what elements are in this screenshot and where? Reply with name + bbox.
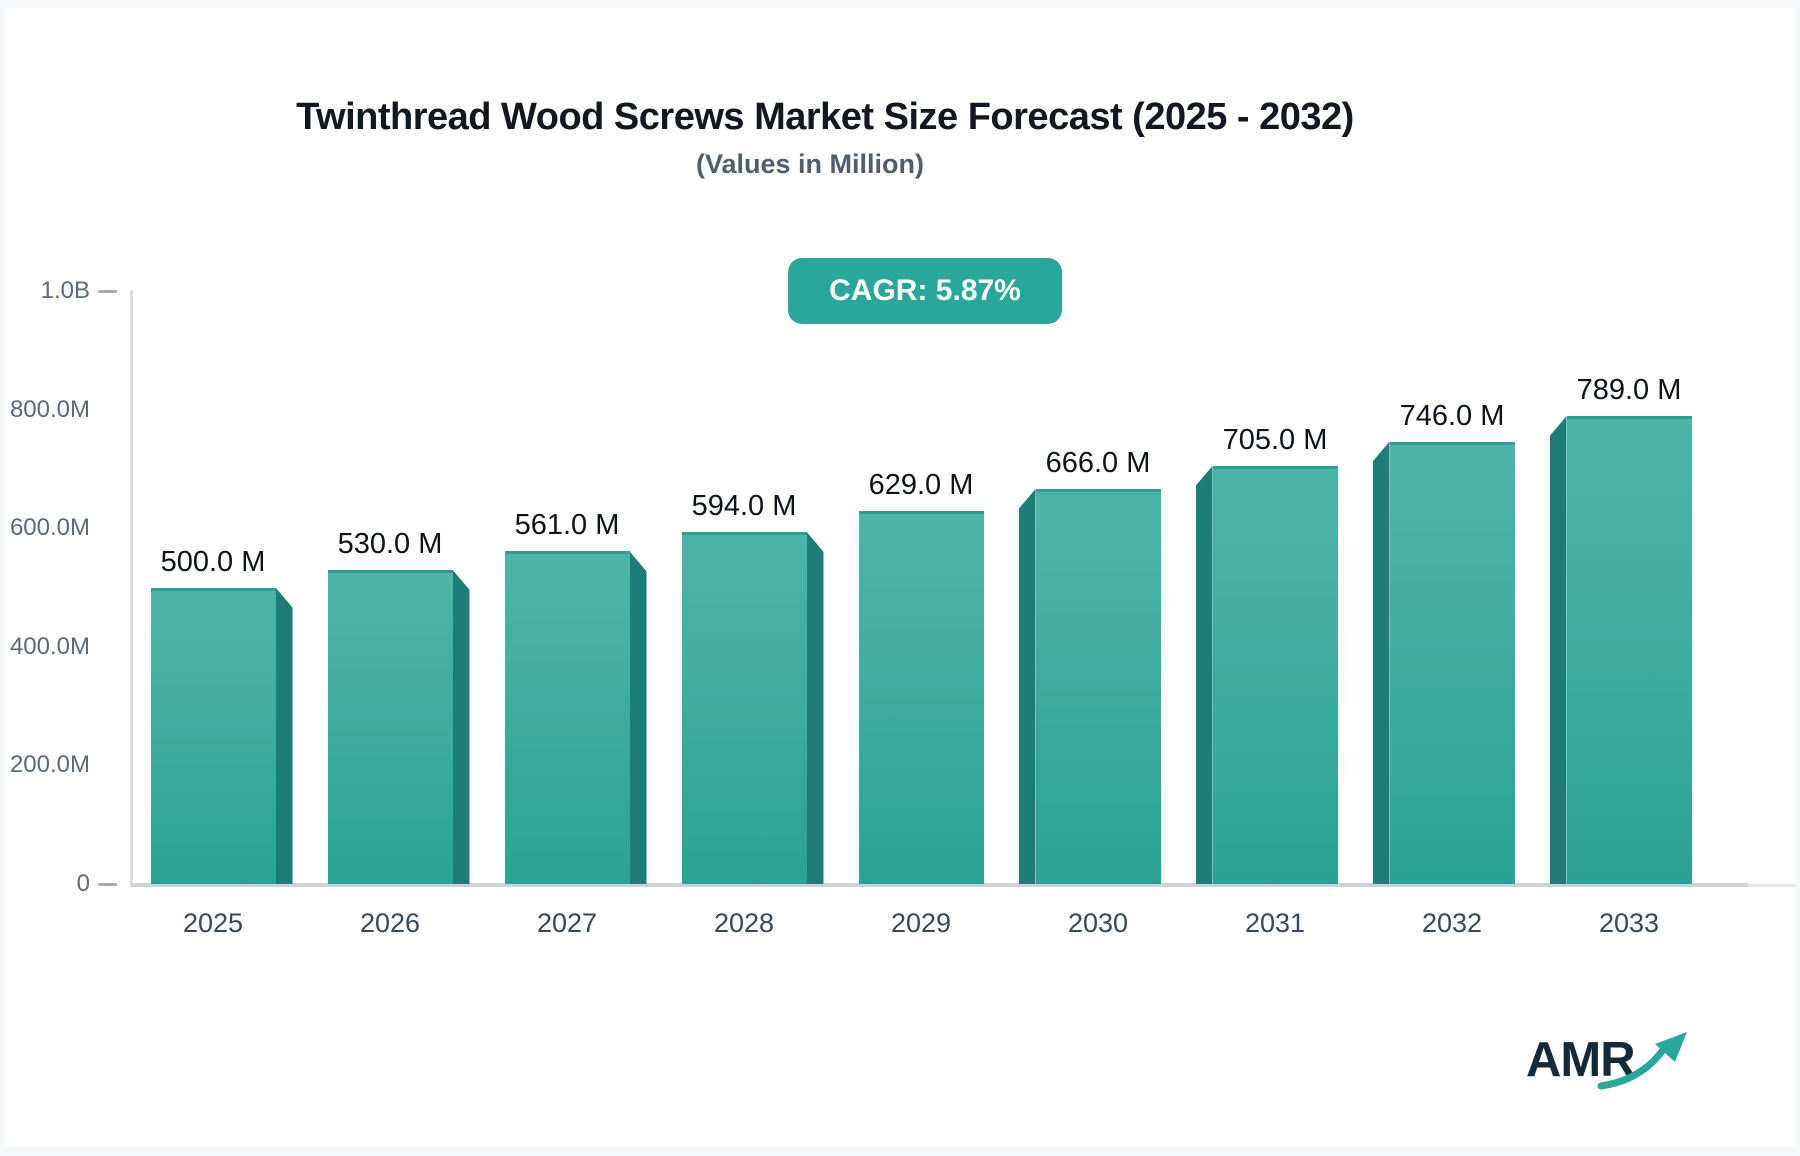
value-label-2027: 561.0 M xyxy=(514,509,620,542)
chart-subtitle: (Values in Million) xyxy=(695,149,925,179)
bar-side-2031 xyxy=(1195,465,1213,884)
y-tick-label-200.0M: 200.0M xyxy=(9,751,90,779)
x-label-2030: 2030 xyxy=(1067,908,1129,938)
y-axis-line xyxy=(130,290,133,887)
x-label-2033: 2033 xyxy=(1598,908,1660,938)
bar-2025[interactable] xyxy=(150,587,276,884)
value-label-2026: 530.0 M xyxy=(337,527,443,560)
y-tick-label-0: 0 xyxy=(76,870,90,897)
cagr-badge: CAGR: 5.87% xyxy=(788,258,1062,324)
bar-2026[interactable] xyxy=(327,569,453,884)
x-label-2031: 2031 xyxy=(1244,908,1306,938)
y-tick-label-600.0M: 600.0M xyxy=(9,514,90,542)
y-tick-label-1.0B: 1.0B xyxy=(40,277,90,304)
value-label-2032: 746.0 M xyxy=(1399,399,1505,432)
bar-2033[interactable] xyxy=(1566,416,1692,884)
bar-side-2025 xyxy=(275,587,293,884)
bar-2027[interactable] xyxy=(504,551,630,884)
bar-side-2027 xyxy=(629,551,647,884)
y-tick-dash xyxy=(98,882,117,886)
value-label-2030: 666.0 M xyxy=(1045,447,1151,480)
logo-arrow-icon xyxy=(1597,1032,1687,1090)
bar-2030[interactable] xyxy=(1035,489,1161,884)
x-label-2032: 2032 xyxy=(1421,908,1483,938)
x-axis-line-extension xyxy=(1748,883,1796,887)
bar-side-2032 xyxy=(1372,441,1390,884)
chart-title: Twinthread Wood Screws Market Size Forec… xyxy=(296,96,1354,138)
x-axis-line xyxy=(130,883,1748,887)
bar-side-2028 xyxy=(806,531,824,884)
y-tick-dash xyxy=(98,289,117,293)
bar-side-2030 xyxy=(1018,489,1036,884)
value-label-2028: 594.0 M xyxy=(691,489,797,522)
y-tick-label-400.0M: 400.0M xyxy=(9,632,90,660)
x-label-2029: 2029 xyxy=(890,908,952,938)
bar-side-2026 xyxy=(452,569,470,884)
x-label-2028: 2028 xyxy=(713,908,775,938)
x-label-2025: 2025 xyxy=(182,908,244,938)
value-label-2029: 629.0 M xyxy=(868,469,974,501)
y-tick-label-800.0M: 800.0M xyxy=(9,395,90,423)
value-label-2025: 500.0 M xyxy=(160,545,266,578)
bar-2029[interactable] xyxy=(858,511,984,884)
x-label-2026: 2026 xyxy=(359,908,421,938)
bar-2028[interactable] xyxy=(681,531,807,884)
amr-logo-text: AMR xyxy=(1526,1033,1636,1087)
bar-side-2033 xyxy=(1549,416,1567,884)
x-label-2027: 2027 xyxy=(536,908,598,938)
value-label-2031: 705.0 M xyxy=(1222,423,1328,456)
bar-2032[interactable] xyxy=(1389,441,1515,884)
bar-2031[interactable] xyxy=(1212,465,1338,884)
value-label-2033: 789.0 M xyxy=(1576,374,1682,407)
